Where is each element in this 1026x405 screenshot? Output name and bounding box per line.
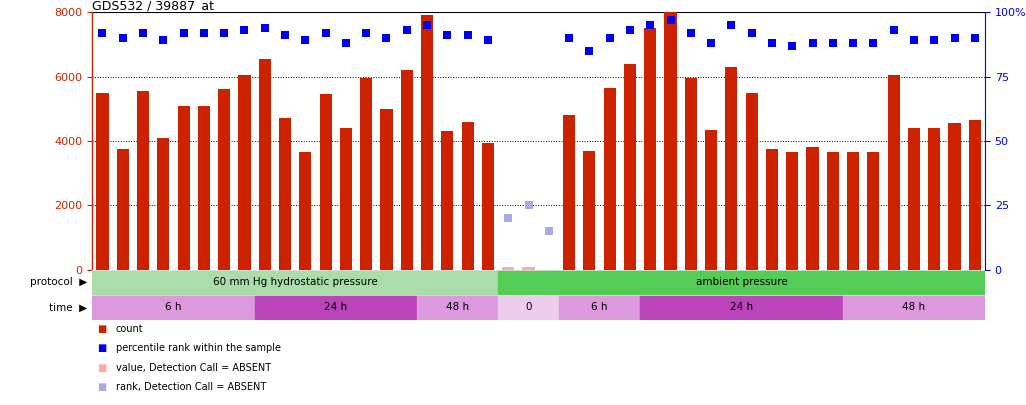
Bar bbox=[462, 122, 474, 270]
Bar bbox=[665, 12, 676, 270]
Bar bbox=[340, 128, 352, 270]
Text: 60 mm Hg hydrostatic pressure: 60 mm Hg hydrostatic pressure bbox=[212, 277, 378, 287]
Bar bbox=[254, 296, 417, 319]
Bar bbox=[498, 271, 985, 294]
Bar bbox=[746, 93, 758, 270]
Bar bbox=[502, 266, 514, 270]
Text: GDS532 / 39887_at: GDS532 / 39887_at bbox=[92, 0, 214, 12]
Bar bbox=[259, 59, 271, 270]
Text: 6 h: 6 h bbox=[165, 303, 182, 312]
Bar bbox=[117, 149, 129, 270]
Bar bbox=[847, 152, 859, 270]
Text: ■: ■ bbox=[97, 363, 107, 373]
Bar bbox=[624, 64, 636, 270]
Text: count: count bbox=[116, 324, 144, 334]
Text: 24 h: 24 h bbox=[729, 303, 753, 312]
Bar bbox=[219, 90, 230, 270]
Bar bbox=[421, 15, 433, 270]
Bar bbox=[177, 106, 190, 270]
Bar bbox=[725, 67, 738, 270]
Text: ■: ■ bbox=[97, 343, 107, 354]
Text: ■: ■ bbox=[97, 324, 107, 334]
Bar bbox=[238, 75, 250, 270]
Text: ambient pressure: ambient pressure bbox=[696, 277, 787, 287]
Bar bbox=[887, 75, 900, 270]
Bar bbox=[765, 149, 778, 270]
Bar bbox=[929, 128, 940, 270]
Bar bbox=[498, 296, 559, 319]
Bar bbox=[705, 130, 717, 270]
Bar bbox=[319, 94, 331, 270]
Text: rank, Detection Call = ABSENT: rank, Detection Call = ABSENT bbox=[116, 382, 266, 392]
Text: 48 h: 48 h bbox=[446, 303, 469, 312]
Bar bbox=[583, 151, 595, 270]
Bar bbox=[867, 152, 879, 270]
Text: 0: 0 bbox=[525, 303, 531, 312]
Text: ■: ■ bbox=[97, 382, 107, 392]
Bar bbox=[843, 296, 985, 319]
Bar bbox=[300, 152, 312, 270]
Bar bbox=[603, 88, 616, 270]
Bar bbox=[441, 131, 453, 270]
Bar bbox=[908, 128, 920, 270]
Bar bbox=[563, 115, 576, 270]
Bar bbox=[948, 123, 960, 270]
Text: 24 h: 24 h bbox=[324, 303, 348, 312]
Bar bbox=[137, 91, 149, 270]
Bar bbox=[360, 78, 372, 270]
Text: protocol  ▶: protocol ▶ bbox=[30, 277, 87, 287]
Bar bbox=[684, 78, 697, 270]
Bar bbox=[969, 120, 981, 270]
Bar bbox=[157, 138, 169, 270]
Text: 6 h: 6 h bbox=[591, 303, 607, 312]
Text: 48 h: 48 h bbox=[903, 303, 925, 312]
Bar bbox=[640, 296, 843, 319]
Bar bbox=[401, 70, 412, 270]
Bar bbox=[417, 296, 498, 319]
Bar bbox=[381, 109, 393, 270]
Bar bbox=[96, 93, 109, 270]
Bar bbox=[644, 28, 657, 270]
Bar bbox=[92, 271, 498, 294]
Bar bbox=[522, 266, 535, 270]
Bar bbox=[786, 152, 798, 270]
Bar bbox=[559, 296, 640, 319]
Bar bbox=[806, 147, 819, 270]
Text: value, Detection Call = ABSENT: value, Detection Call = ABSENT bbox=[116, 363, 271, 373]
Bar bbox=[827, 152, 839, 270]
Text: time  ▶: time ▶ bbox=[49, 303, 87, 312]
Bar bbox=[279, 118, 291, 270]
Bar bbox=[482, 143, 494, 270]
Bar bbox=[92, 296, 254, 319]
Text: percentile rank within the sample: percentile rank within the sample bbox=[116, 343, 281, 354]
Bar bbox=[198, 106, 210, 270]
